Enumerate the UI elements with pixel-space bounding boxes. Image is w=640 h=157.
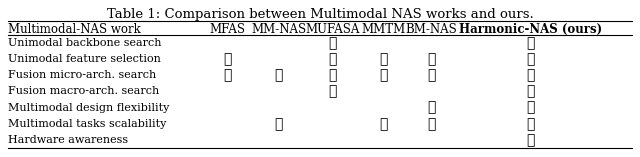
Text: Multimodal design flexibility: Multimodal design flexibility — [8, 103, 169, 113]
Text: MFAS: MFAS — [210, 23, 246, 36]
Text: ✓: ✓ — [380, 52, 388, 66]
Text: Table 1: Comparison between Multimodal NAS works and ours.: Table 1: Comparison between Multimodal N… — [107, 8, 533, 21]
Text: MUFASA: MUFASA — [305, 23, 360, 36]
Text: ✓: ✓ — [526, 133, 534, 147]
Text: ✓: ✓ — [428, 117, 436, 131]
Text: ✓: ✓ — [223, 52, 232, 66]
Text: ✓: ✓ — [328, 84, 337, 98]
Text: ✓: ✓ — [526, 117, 534, 131]
Text: ✓: ✓ — [526, 84, 534, 98]
Text: ✓: ✓ — [428, 100, 436, 115]
Text: ✓: ✓ — [526, 68, 534, 82]
Text: Multimodal tasks scalability: Multimodal tasks scalability — [8, 119, 166, 129]
Text: ✓: ✓ — [428, 68, 436, 82]
Text: ✓: ✓ — [275, 117, 283, 131]
Text: ✓: ✓ — [328, 36, 337, 50]
Text: ✓: ✓ — [380, 68, 388, 82]
Text: Fusion micro-arch. search: Fusion micro-arch. search — [8, 70, 156, 80]
Text: Hardware awareness: Hardware awareness — [8, 135, 128, 145]
Text: ✓: ✓ — [526, 100, 534, 115]
Text: ✓: ✓ — [275, 68, 283, 82]
Text: Unimodal backbone search: Unimodal backbone search — [8, 38, 161, 48]
Text: ✓: ✓ — [380, 117, 388, 131]
Text: Harmonic-NAS (ours): Harmonic-NAS (ours) — [459, 23, 602, 36]
Text: ✓: ✓ — [428, 52, 436, 66]
Text: ✓: ✓ — [328, 68, 337, 82]
Text: ✓: ✓ — [223, 68, 232, 82]
Text: ✓: ✓ — [328, 52, 337, 66]
Text: ✓: ✓ — [526, 36, 534, 50]
Text: MMTM: MMTM — [362, 23, 406, 36]
Text: MM-NAS: MM-NAS — [251, 23, 306, 36]
Text: ✓: ✓ — [526, 52, 534, 66]
Text: Fusion macro-arch. search: Fusion macro-arch. search — [8, 86, 159, 96]
Text: BM-NAS: BM-NAS — [406, 23, 458, 36]
Text: Multimodal-NAS work: Multimodal-NAS work — [8, 23, 141, 36]
Text: Unimodal feature selection: Unimodal feature selection — [8, 54, 161, 64]
